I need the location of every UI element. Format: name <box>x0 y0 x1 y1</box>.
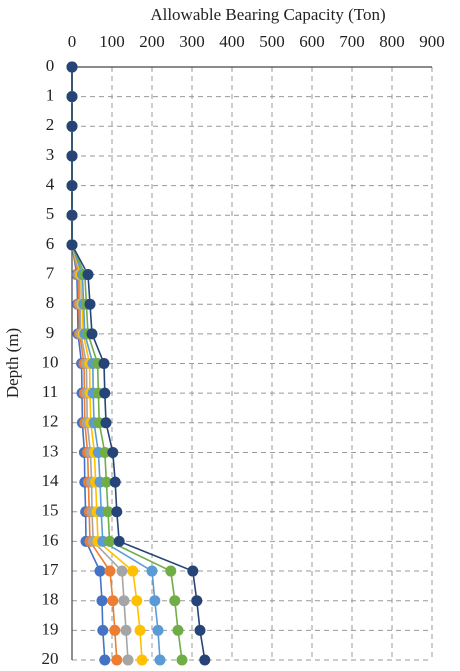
data-point <box>146 565 158 577</box>
y-tick-label: 1 <box>46 86 55 105</box>
data-point <box>99 654 111 666</box>
y-tick-label: 4 <box>46 175 55 194</box>
data-point <box>199 654 211 666</box>
data-point <box>191 595 203 607</box>
data-point <box>99 446 111 458</box>
data-point <box>66 91 78 103</box>
y-axis-label: Depth (m) <box>3 328 22 398</box>
data-point <box>118 595 130 607</box>
y-tick-label: 15 <box>42 501 59 520</box>
data-point <box>66 61 78 73</box>
data-point <box>149 595 161 607</box>
data-point <box>107 595 119 607</box>
x-tick-label: 800 <box>379 32 405 51</box>
data-point <box>187 565 199 577</box>
y-tick-label: 0 <box>46 56 55 75</box>
x-tick-label: 0 <box>68 32 77 51</box>
data-point <box>131 595 143 607</box>
y-tick-label: 8 <box>46 293 55 312</box>
y-tick-label: 3 <box>46 145 55 164</box>
data-point <box>96 595 108 607</box>
y-tick-label: 10 <box>42 352 59 371</box>
data-point <box>104 565 116 577</box>
data-point <box>176 654 188 666</box>
data-point <box>102 506 114 518</box>
y-tick-label: 9 <box>46 323 55 342</box>
data-point <box>100 476 112 488</box>
y-tick-label: 20 <box>42 649 59 668</box>
data-point <box>113 535 125 547</box>
x-tick-label: 600 <box>299 32 325 51</box>
data-point <box>97 624 109 636</box>
data-point <box>111 654 123 666</box>
data-point <box>122 654 134 666</box>
data-point <box>169 595 181 607</box>
data-point <box>111 506 123 518</box>
y-tick-label: 12 <box>42 412 59 431</box>
y-tick-label: 13 <box>42 441 59 460</box>
x-tick-label: 500 <box>259 32 285 51</box>
x-tick-label: 300 <box>179 32 205 51</box>
data-point <box>66 150 78 162</box>
y-tick-label: 17 <box>42 560 60 579</box>
data-point <box>134 624 146 636</box>
data-point <box>152 624 164 636</box>
x-tick-label: 400 <box>219 32 245 51</box>
y-tick-label: 6 <box>46 234 55 253</box>
data-point <box>107 446 119 458</box>
y-tick-label: 2 <box>46 115 55 134</box>
data-point <box>127 565 139 577</box>
data-point <box>120 624 132 636</box>
data-point <box>98 358 110 369</box>
data-point <box>104 535 116 547</box>
data-point <box>66 180 78 192</box>
data-point <box>94 565 106 577</box>
data-point <box>82 269 94 281</box>
y-tick-label: 16 <box>42 530 59 549</box>
data-point <box>109 476 121 488</box>
x-axis-label: Allowable Bearing Capacity (Ton) <box>150 5 385 24</box>
data-point <box>165 565 177 577</box>
data-point <box>109 624 121 636</box>
data-point <box>86 328 98 340</box>
x-tick-label: 900 <box>419 32 445 51</box>
data-point <box>66 239 78 251</box>
y-tick-label: 14 <box>42 471 60 490</box>
y-tick-label: 19 <box>42 619 59 638</box>
data-point <box>66 120 78 132</box>
data-point <box>154 654 166 666</box>
data-point <box>84 298 96 310</box>
y-tick-label: 18 <box>42 590 59 609</box>
data-point <box>99 387 111 399</box>
data-point <box>136 654 148 666</box>
data-point <box>172 624 184 636</box>
x-tick-label: 100 <box>99 32 125 51</box>
x-tick-label: 700 <box>339 32 365 51</box>
y-tick-label: 7 <box>46 263 55 282</box>
data-point <box>100 417 112 429</box>
y-tick-label: 5 <box>46 204 55 223</box>
data-point <box>194 624 206 636</box>
y-tick-label: 11 <box>42 382 58 401</box>
data-point <box>66 209 78 221</box>
data-point <box>116 565 128 577</box>
x-tick-label: 200 <box>139 32 165 51</box>
